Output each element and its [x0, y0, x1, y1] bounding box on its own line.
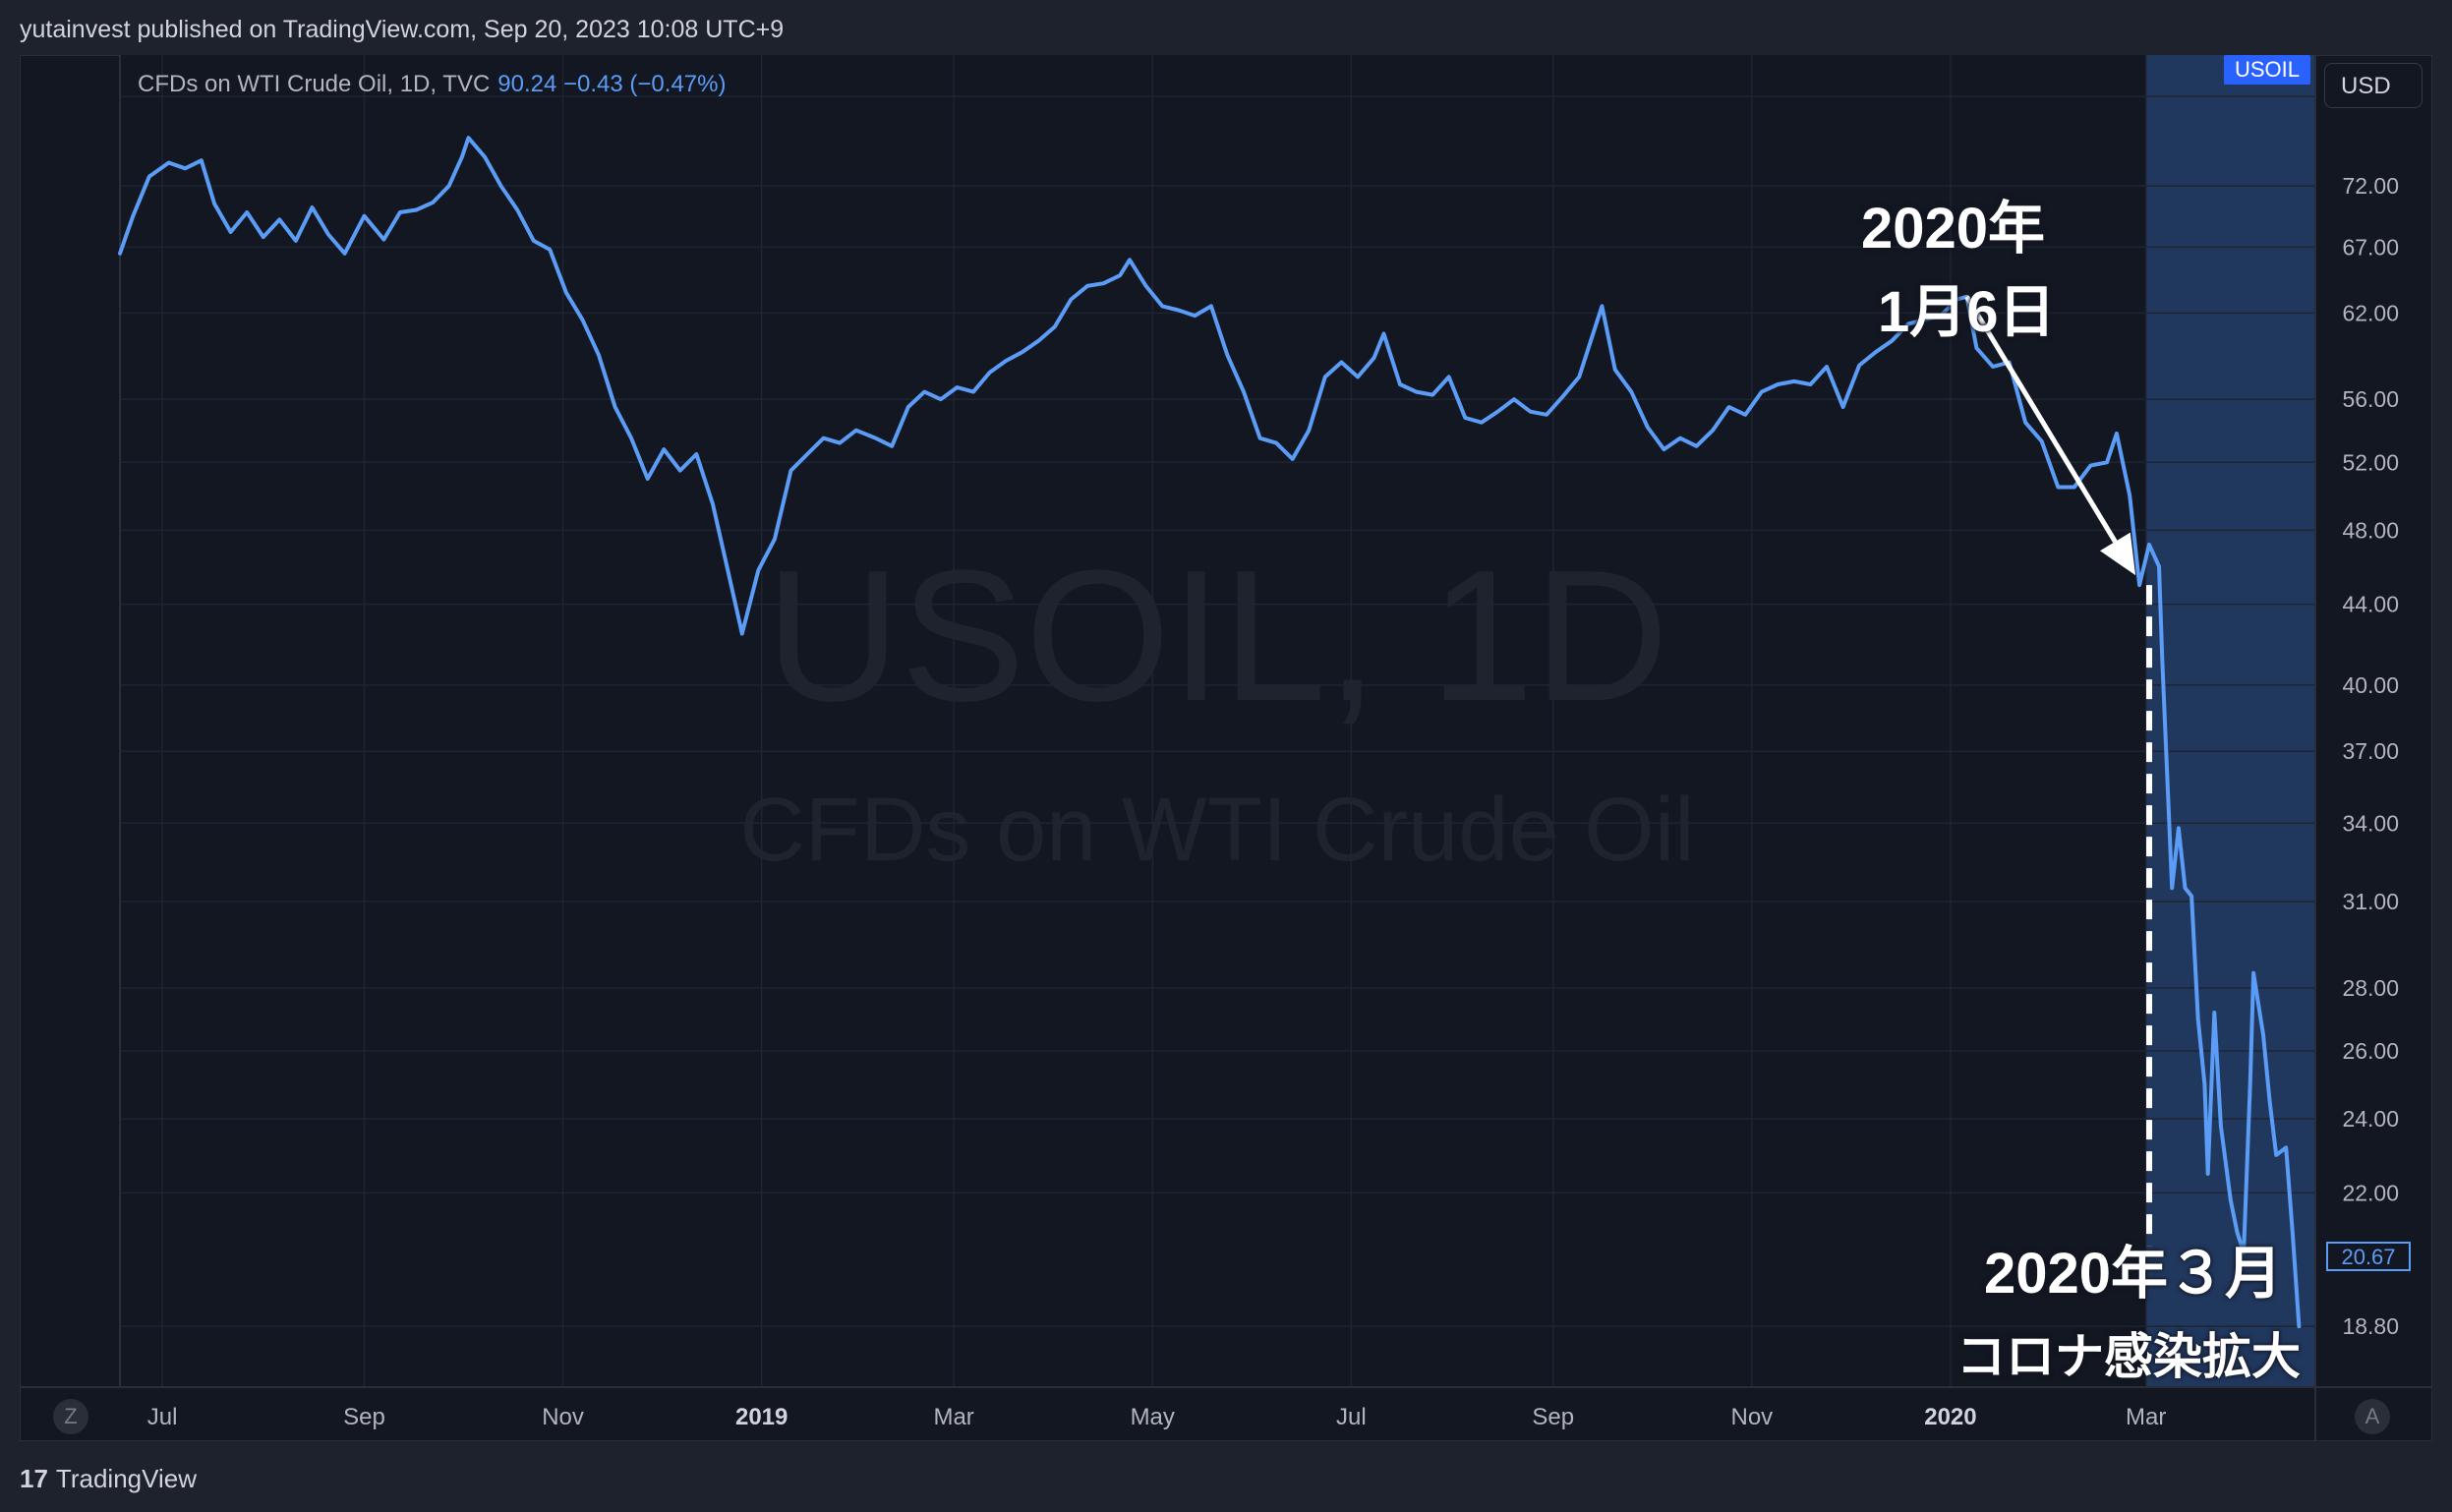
y-tick-label: 34.00: [2342, 810, 2399, 836]
x-tick-label: Jul: [147, 1404, 178, 1430]
price-series-line: [118, 136, 2302, 1329]
y-tick-label: 67.00: [2342, 234, 2399, 260]
y-tick-label: 28.00: [2342, 975, 2399, 1001]
y-tick-label: 44.00: [2342, 592, 2399, 617]
annotation-jan-date: 1月6日: [1878, 280, 2056, 344]
x-tick-label: 2019: [735, 1404, 788, 1430]
annotation-mar-event: コロナ感染拡大: [1956, 1329, 2301, 1384]
x-tick-label: Sep: [343, 1404, 385, 1430]
watermark-description: CFDs on WTI Crude Oil: [739, 780, 1694, 880]
y-tick-label: 48.00: [2342, 517, 2399, 543]
top-bar: yutainvest published on TradingView.com,…: [0, 0, 2452, 55]
symbol-tag: USOIL: [2224, 55, 2310, 85]
x-tick-label: Sep: [1532, 1404, 1574, 1430]
x-tick-label: Mar: [2126, 1404, 2166, 1430]
x-tick-label: Nov: [542, 1404, 584, 1430]
zoom-reset-button[interactable]: Z: [53, 1399, 88, 1434]
y-tick-label: 26.00: [2342, 1038, 2399, 1064]
x-tick-label: Mar: [933, 1404, 973, 1430]
last-price-tag: 20.67: [2326, 1242, 2411, 1271]
x-tick-label: Nov: [1730, 1404, 1773, 1430]
watermark-symbol: USOIL, 1D: [766, 532, 1669, 740]
y-tick-label: 37.00: [2342, 738, 2399, 764]
legend-instrument: CFDs on WTI Crude Oil, 1D, TVC: [138, 71, 491, 97]
legend-values: 90.24 −0.43 (−0.47%): [497, 71, 727, 97]
currency-button[interactable]: USD: [2324, 63, 2423, 108]
annotation-mar-year: 2020年３月: [1984, 1242, 2283, 1306]
tradingview-logo-icon: 17: [20, 1464, 48, 1493]
y-tick-label: 40.00: [2342, 672, 2399, 698]
x-tick-label: Jul: [1336, 1404, 1367, 1430]
y-tick-label: 18.80: [2342, 1313, 2399, 1339]
auto-scale-button[interactable]: A: [2355, 1399, 2390, 1434]
arrow-shaft: [1964, 295, 2118, 544]
annotation-jan-year: 2020年: [1861, 197, 2046, 261]
footer-bar: [0, 1441, 2452, 1512]
y-tick-label: 56.00: [2342, 386, 2399, 412]
y-tick-label: 62.00: [2342, 300, 2399, 325]
brand-name: TradingView: [55, 1464, 197, 1493]
tradingview-brand[interactable]: 17 TradingView: [20, 1464, 197, 1494]
y-tick-label: 72.00: [2342, 173, 2399, 199]
x-tick-label: May: [1131, 1404, 1175, 1430]
y-tick-label: 31.00: [2342, 889, 2399, 914]
arrow-head: [2099, 532, 2136, 576]
y-tick-label: 22.00: [2342, 1180, 2399, 1205]
x-tick-label: 2020: [1924, 1404, 1976, 1430]
y-tick-label: 52.00: [2342, 449, 2399, 475]
chart-legend: CFDs on WTI Crude Oil, 1D, TVC 90.24 −0.4…: [138, 71, 726, 98]
y-tick-label: 24.00: [2342, 1106, 2399, 1132]
plot-area: [120, 55, 2315, 1387]
publisher-line: yutainvest published on TradingView.com,…: [20, 16, 785, 43]
